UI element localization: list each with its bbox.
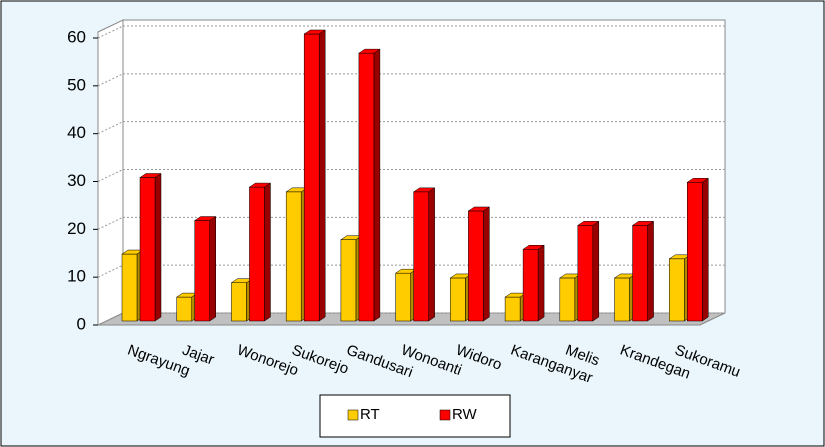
bar-top bbox=[412, 187, 436, 193]
bar-top bbox=[193, 216, 217, 221]
y-tick-label: 0 bbox=[77, 314, 86, 333]
legend-label: RW bbox=[452, 406, 478, 423]
bar bbox=[358, 52, 375, 322]
bar-top bbox=[248, 182, 272, 188]
grid-line bbox=[97, 121, 124, 135]
grid-line bbox=[97, 264, 124, 278]
plot-wall bbox=[122, 19, 726, 314]
grid-line bbox=[97, 169, 124, 182]
bar bbox=[468, 210, 484, 322]
bar-top bbox=[139, 173, 162, 178]
bar bbox=[395, 272, 411, 322]
bar bbox=[340, 239, 357, 322]
bar bbox=[504, 296, 521, 322]
y-tick-label: 50 bbox=[67, 75, 86, 94]
bar-side bbox=[647, 220, 654, 322]
bar-side bbox=[373, 48, 381, 322]
side-wall bbox=[97, 19, 124, 326]
y-tick-label: 60 bbox=[67, 27, 86, 46]
bar bbox=[303, 33, 320, 322]
grid-line bbox=[97, 312, 124, 326]
bar bbox=[139, 177, 156, 322]
bar-side bbox=[209, 216, 216, 322]
y-tick-label: 10 bbox=[67, 267, 86, 286]
bar bbox=[687, 182, 703, 322]
bar-side bbox=[428, 187, 435, 322]
bar-side bbox=[702, 177, 709, 322]
bar-top bbox=[686, 178, 710, 183]
legend-swatch bbox=[439, 409, 451, 421]
bar-top bbox=[303, 29, 327, 35]
grid-line bbox=[97, 25, 124, 39]
y-tick-label: 30 bbox=[67, 171, 86, 190]
bar bbox=[413, 191, 429, 322]
bar bbox=[231, 282, 247, 322]
bar bbox=[176, 296, 192, 322]
y-tick-label: 40 bbox=[67, 123, 86, 142]
bar-top bbox=[631, 221, 655, 226]
legend-swatch bbox=[347, 409, 359, 421]
bar bbox=[450, 277, 466, 322]
grid-line bbox=[97, 216, 124, 230]
bar bbox=[121, 253, 138, 322]
bar bbox=[285, 191, 302, 322]
bar-side bbox=[318, 29, 326, 322]
bar-side bbox=[537, 244, 545, 322]
bar bbox=[577, 225, 594, 322]
bar-top bbox=[522, 245, 545, 250]
bar bbox=[669, 258, 685, 322]
bar bbox=[614, 277, 630, 322]
bar-top bbox=[576, 221, 600, 226]
bar-side bbox=[264, 182, 271, 322]
bar-top bbox=[358, 48, 381, 54]
bar-side bbox=[483, 206, 490, 322]
y-tick-label: 20 bbox=[67, 219, 86, 238]
bar bbox=[194, 220, 210, 322]
bar bbox=[559, 277, 576, 322]
bar bbox=[632, 225, 648, 322]
bar-side bbox=[592, 220, 600, 322]
bar bbox=[249, 186, 265, 322]
grid-line bbox=[97, 73, 124, 87]
legend-label: RT bbox=[360, 406, 380, 423]
bar-top bbox=[467, 206, 491, 212]
bar-side bbox=[154, 173, 162, 322]
bar bbox=[522, 249, 539, 322]
